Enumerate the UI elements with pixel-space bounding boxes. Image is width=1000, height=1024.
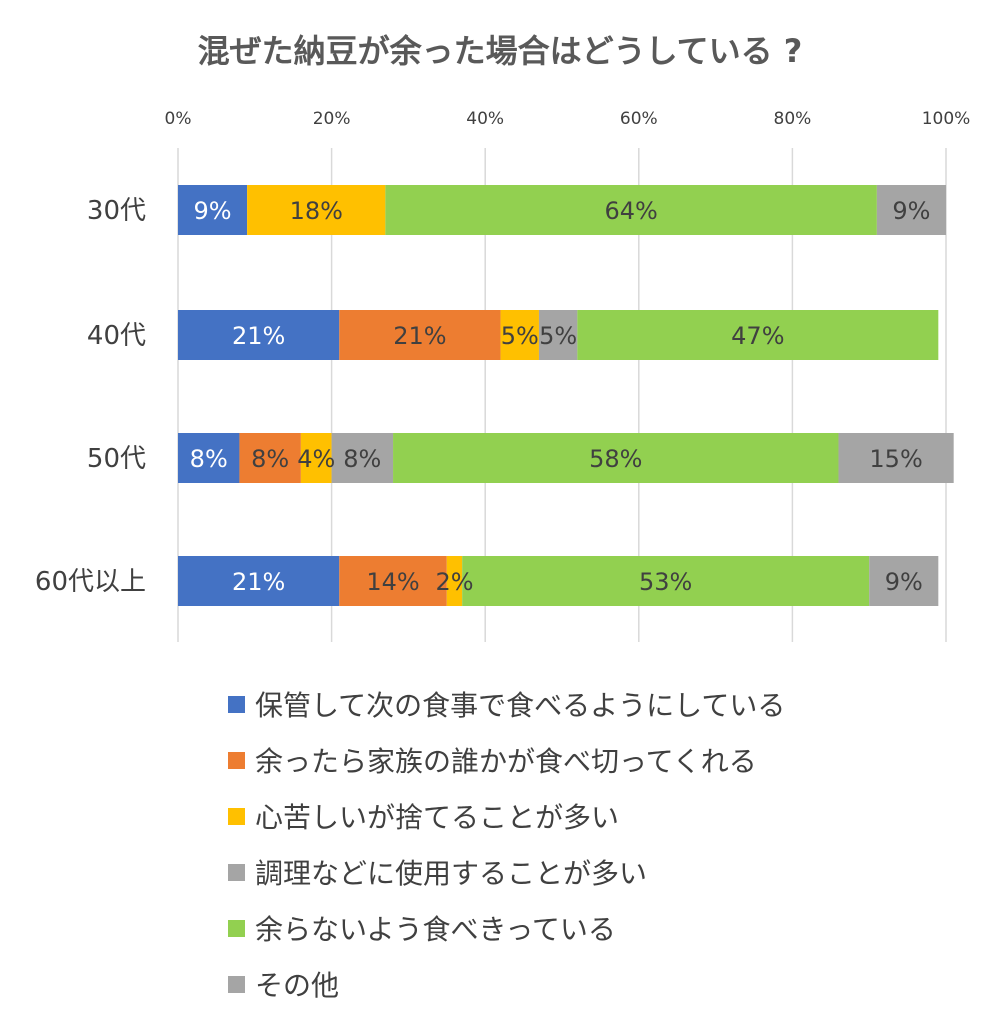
bar-segment (385, 185, 877, 235)
legend-label: 保管して次の食事で食べるようにしている (255, 689, 786, 722)
data-label: 21% (232, 322, 285, 350)
bar-segment (446, 556, 463, 606)
data-label: 9% (194, 197, 232, 225)
legend-label: 心苦しいが捨てることが多い (255, 801, 620, 834)
x-tick-label: 0% (165, 109, 192, 129)
legend-swatch (228, 695, 245, 713)
data-label: 21% (393, 322, 446, 350)
bar-segment (178, 185, 248, 235)
legend-label: 余らないよう食べきっている (255, 913, 616, 946)
bar-segment (339, 556, 447, 606)
data-label: 4% (297, 445, 335, 473)
legend-label: その他 (255, 969, 340, 1002)
legend-label: 調理などに使用することが多い (255, 857, 648, 890)
legend-item: 調理などに使用することが多い (228, 844, 785, 900)
bar-segment (393, 433, 839, 483)
data-label: 8% (251, 445, 289, 473)
legend-label: 余ったら家族の誰かが食べ切ってくれる (255, 745, 757, 778)
data-label: 9% (892, 197, 930, 225)
bar-segment (462, 556, 870, 606)
bar-segment (838, 433, 954, 483)
legend-swatch (228, 807, 245, 825)
chart-title: 混ぜた納豆が余った場合はどうしている ? (198, 32, 803, 70)
legend-item: 保管して次の食事で食べるようにしている (228, 676, 785, 732)
bar-segment (239, 433, 301, 483)
bar-segment (538, 310, 578, 360)
x-tick-label: 20% (313, 109, 351, 129)
data-labels: 9% 18% 64% 9% 21% 21% 5% 5% 47% 8% 8% 4% 8% 58% 15% 21%… (190, 197, 931, 596)
bar-segment (339, 310, 501, 360)
bar-segment (178, 310, 340, 360)
data-label: 8% (343, 445, 381, 473)
x-tick-label: 60% (620, 109, 658, 129)
data-label: 64% (604, 197, 657, 225)
bar-segment (178, 556, 340, 606)
bar-segment (247, 185, 386, 235)
bar-segment (300, 433, 332, 483)
x-tick-label: 40% (466, 109, 504, 129)
legend-swatch (228, 863, 245, 881)
x-tick-label: 80% (774, 109, 812, 129)
legend-item: その他 (228, 956, 785, 1012)
legend-item: 心苦しいが捨てることが多い (228, 788, 785, 844)
data-label: 58% (589, 445, 642, 473)
data-label: 5% (501, 322, 539, 350)
data-label: 47% (731, 322, 784, 350)
category-label: 50代 (87, 444, 146, 474)
data-label: 14% (366, 568, 419, 596)
legend: 保管して次の食事で食べるようにしている 余ったら家族の誰かが食べ切ってくれる 心苦し… (228, 676, 785, 1012)
category-label: 60代以上 (35, 567, 146, 597)
legend-swatch (228, 919, 245, 937)
data-label: 21% (232, 568, 285, 596)
data-label: 18% (290, 197, 343, 225)
legend-item: 余ったら家族の誰かが食べ切ってくれる (228, 732, 785, 788)
data-label: 9% (885, 568, 923, 596)
data-label: 53% (639, 568, 692, 596)
bar-segment (178, 433, 240, 483)
x-tick-label: 100% (922, 109, 971, 129)
bar-segment (500, 310, 539, 360)
data-label: 8% (190, 445, 228, 473)
legend-item: 余らないよう食べきっている (228, 900, 785, 956)
bar-segment (869, 556, 939, 606)
bar-segment (331, 433, 394, 483)
data-label: 2% (435, 568, 473, 596)
bars (178, 185, 954, 606)
legend-swatch (228, 975, 245, 993)
legend-swatch (228, 751, 245, 769)
category-label: 30代 (87, 196, 146, 226)
data-label: 5% (539, 322, 577, 350)
category-label: 40代 (87, 321, 146, 351)
x-axis-ticks: 0% 20% 40% 60% 80% 100% (165, 109, 971, 129)
data-label: 15% (869, 445, 922, 473)
y-axis-categories: 30代 40代 50代 60代以上 (35, 196, 146, 597)
bar-segment (876, 185, 946, 235)
bar-segment (577, 310, 939, 360)
